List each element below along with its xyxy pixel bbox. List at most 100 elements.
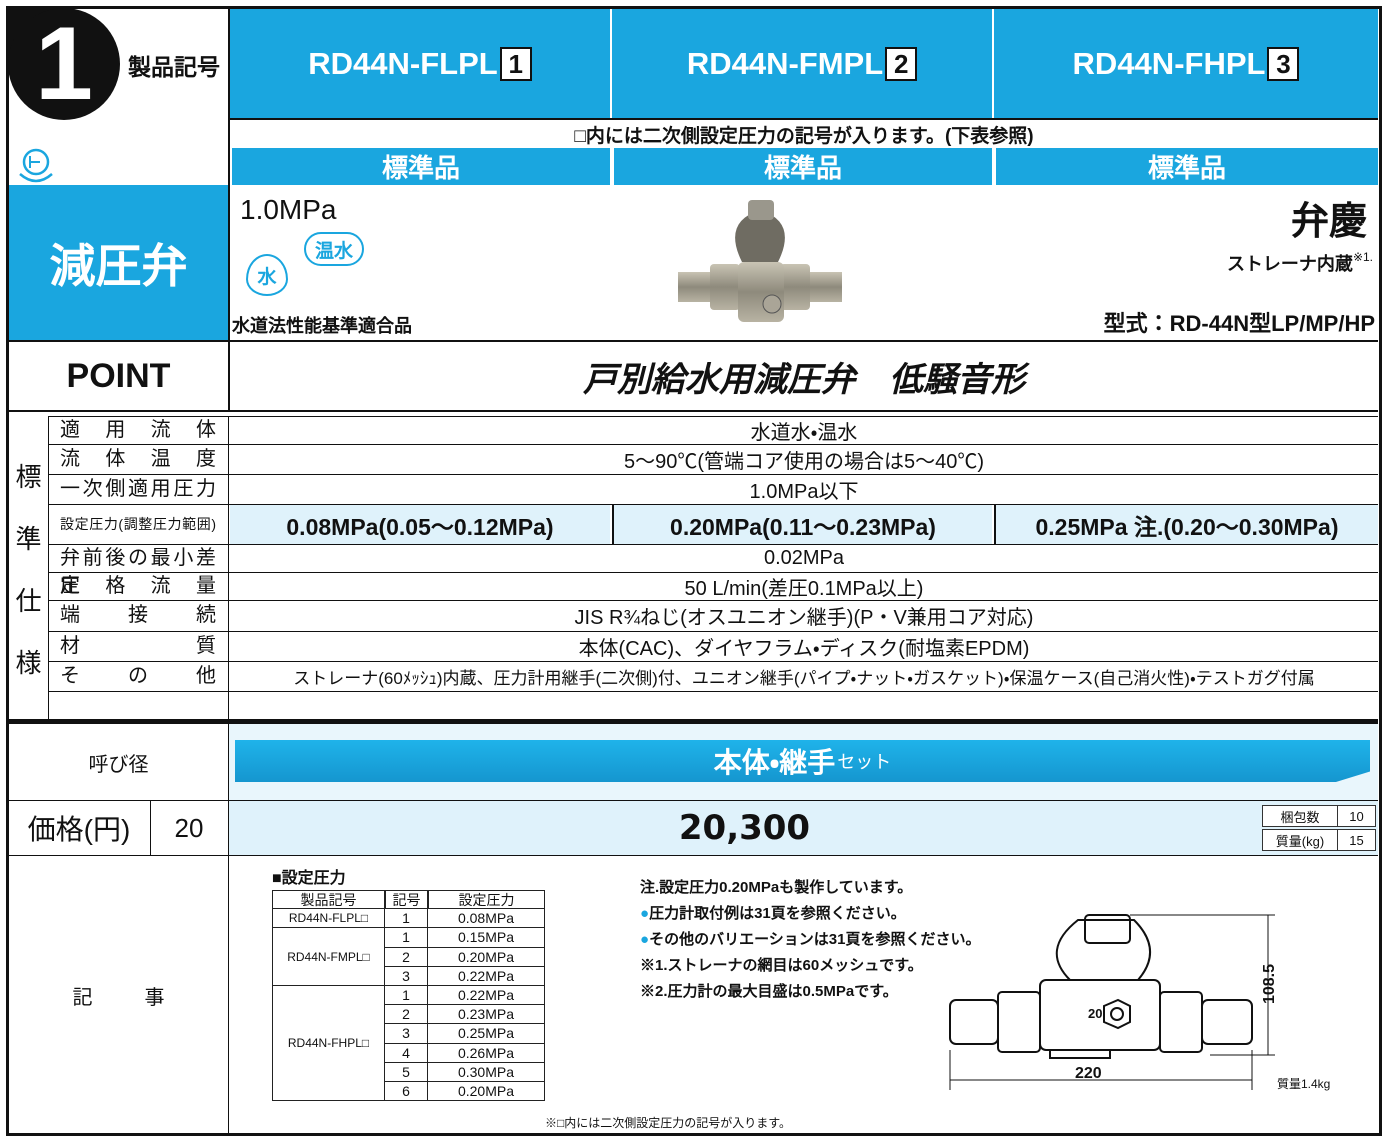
table-cell: 2 xyxy=(385,947,428,967)
note-bullet: ● xyxy=(640,905,650,922)
point-label: POINT xyxy=(66,356,171,395)
grade-cell: 標準品 xyxy=(230,148,610,185)
table-header: 記号 xyxy=(385,890,428,910)
table-cell: 0.26MPa xyxy=(428,1043,545,1063)
table-cell: 0.20MPa xyxy=(428,947,545,967)
table-cell: 5 xyxy=(385,1062,428,1082)
model-code: 3 xyxy=(1267,46,1300,81)
rule xyxy=(228,9,230,118)
note: ●圧力計取付例は31頁を参照ください。 xyxy=(640,902,906,923)
rule xyxy=(9,719,1378,724)
rule xyxy=(48,631,1378,632)
rule xyxy=(48,691,1378,692)
rule xyxy=(48,444,1378,445)
icon-water: 水 xyxy=(246,254,288,296)
note: 注.設定圧力0.20MPaも製作しています。 xyxy=(640,876,912,897)
pressure: 1.0MPa xyxy=(240,194,337,225)
rule xyxy=(9,800,1378,801)
price-label: 価格(円) xyxy=(27,814,131,845)
badge: 1 xyxy=(8,6,120,122)
product-photo xyxy=(678,200,842,322)
model-code: 1 xyxy=(499,46,532,81)
note-text: その他のバリエーションは31頁を参照ください。 xyxy=(649,931,981,948)
rule xyxy=(48,504,1378,505)
table-cell: 0.22MPa xyxy=(428,986,545,1006)
table-cell: 0.30MPa xyxy=(428,1062,545,1082)
table-header: 製品記号 xyxy=(272,890,385,910)
note-text: 注.設定圧力0.20MPaも製作しています。 xyxy=(640,879,913,896)
strainer: ストレーナ内蔵※1. xyxy=(1227,250,1373,276)
grade-cell: 標準品 xyxy=(994,148,1378,185)
price: 20,300 xyxy=(678,808,811,848)
remarks-label: 記事 xyxy=(72,987,217,1009)
note: ※2.圧力計の最大目盛は0.5MPaです。 xyxy=(640,980,898,1001)
model-cell: RD44N-FLPL 1 xyxy=(230,9,610,118)
note: ●その他のバリエーションは31頁を参照ください。 xyxy=(640,928,980,949)
point-text: 戸別給水用減圧弁 低騒音形 xyxy=(583,360,1025,399)
spec-name: 定格流量 xyxy=(60,575,216,597)
model-name: RD44N-FHPL xyxy=(1072,45,1266,81)
spec-value: 0.20MPa(0.11～0.23MPa) xyxy=(612,505,992,544)
packing-value: 10 xyxy=(1338,805,1376,827)
rule xyxy=(228,342,230,410)
rule xyxy=(228,118,230,340)
note-text: 圧力計取付例は31頁を参照ください。 xyxy=(649,905,906,922)
spec-value: JIS R¾ねじ(オスユニオン継手)(P・V兼用コア対応) xyxy=(574,607,1034,629)
rule xyxy=(228,416,229,719)
rule xyxy=(9,855,1378,856)
rule xyxy=(9,340,1378,342)
table-header: 設定圧力 xyxy=(428,890,545,910)
note-row: □内には二次側設定圧力の記号が入ります。(下表参照) xyxy=(230,118,1378,148)
spec-name: 適用流体 xyxy=(60,419,216,441)
rule xyxy=(48,416,1378,417)
spec-name: その他 xyxy=(60,665,216,687)
spec-value: 水道水・温水 xyxy=(750,421,858,444)
spec-name: 一次側適用圧力 xyxy=(60,478,216,500)
table-product: RD44N-FMPL□ xyxy=(272,928,385,986)
spec-label: 様 xyxy=(15,647,42,678)
spec-label: 準 xyxy=(15,523,42,554)
weight: 質量1.4kg xyxy=(1277,1077,1331,1091)
grade-cell: 標準品 xyxy=(612,148,992,185)
table-cell: 1 xyxy=(385,928,428,948)
spec-name: 材質 xyxy=(60,635,216,657)
table-cell: 0.25MPa xyxy=(428,1024,545,1044)
rule xyxy=(48,661,1378,662)
table-cell: 6 xyxy=(385,1082,428,1102)
size: 20 xyxy=(174,812,204,843)
model-cell: RD44N-FMPL 2 xyxy=(612,9,992,118)
spec-value: 0.02MPa xyxy=(763,546,845,569)
spec-value: 1.0MPa以下 xyxy=(749,480,859,503)
category: 減圧弁 xyxy=(9,185,228,340)
dim-height: 108.5 xyxy=(1261,963,1279,1005)
icon-hot: 温水 xyxy=(304,232,364,266)
model-name: RD44N-FLPL xyxy=(308,45,498,81)
table-cell: 4 xyxy=(385,1043,428,1063)
table-product: RD44N-FLPL□ xyxy=(272,909,385,929)
note-text: ※1.ストレーナの網目は60メッシュです。 xyxy=(640,957,923,974)
certification: 水道法性能基準適合品 xyxy=(232,316,412,336)
spec-name: 設定圧力(調整圧力範囲) xyxy=(60,516,216,532)
spec-value: 0.25MPa 注.(0.20～0.30MPa) xyxy=(994,505,1378,544)
marking: 20 xyxy=(1088,1006,1103,1021)
spec-name: 弁前後の最小差圧 xyxy=(60,547,216,597)
rule xyxy=(9,410,1378,412)
spec-value: 50 L/min(差圧0.1MPa以上) xyxy=(684,577,924,600)
eco-logo xyxy=(19,148,53,183)
dim-width: 220 xyxy=(1075,1065,1102,1082)
note: ※1.ストレーナの網目は60メッシュです。 xyxy=(640,954,923,975)
table-cell: 3 xyxy=(385,1024,428,1044)
rule xyxy=(150,801,151,855)
rule xyxy=(48,416,49,719)
table-cell: 2 xyxy=(385,1005,428,1025)
price-bg xyxy=(229,801,1378,855)
table-cell: 1 xyxy=(385,986,428,1006)
table-cell: 1 xyxy=(385,909,428,929)
spec-value: 0.08MPa(0.05～0.12MPa) xyxy=(230,505,610,544)
packing-label: 梱包数 xyxy=(1262,805,1338,827)
header-label: 製品記号 xyxy=(128,54,220,80)
packing-label: 質量(kg) xyxy=(1262,829,1338,851)
spec-value: 5～90℃(管端コア使用の場合は5～40℃) xyxy=(623,450,985,473)
note-bullet: ● xyxy=(640,931,650,948)
